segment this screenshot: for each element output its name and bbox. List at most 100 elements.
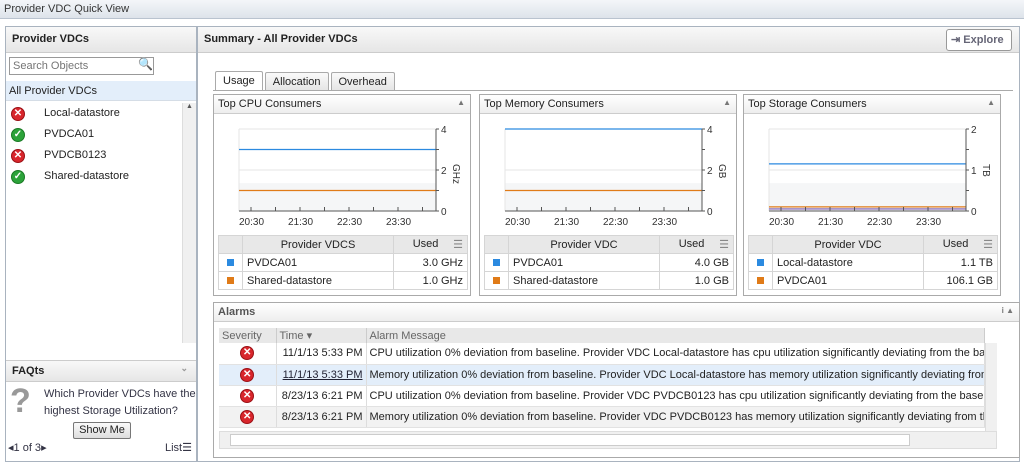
tab-allocation[interactable]: Allocation	[264, 72, 329, 91]
collapse-icon[interactable]: ▲	[987, 98, 995, 107]
col-color	[484, 235, 509, 254]
consumers-table: Provider VDC Used ☰ PVDCA01 4.0 GB Shared-da…	[484, 235, 734, 290]
consumers-table: Provider VDCS Used ☰ PVDCA01 3.0 GHz Shared-…	[218, 235, 468, 290]
x-tick-label: 22:30	[603, 217, 628, 228]
y-axis-label: GB	[716, 164, 727, 179]
x-tick-label: 23:30	[386, 217, 411, 228]
list-item[interactable]: ✕ PVDCB0123	[6, 146, 182, 167]
table-row[interactable]: Shared-datastore 1.0 GHz	[218, 271, 468, 290]
plot-band	[505, 183, 702, 211]
alarms-header: Alarms i ▲	[214, 303, 1019, 322]
tab-overhead[interactable]: Overhead	[330, 72, 395, 91]
info-collapse-icons[interactable]: i ▲	[1001, 306, 1014, 315]
vdc-name: PVDCA01	[242, 253, 394, 272]
y-tick-label: 4	[441, 125, 447, 136]
vdc-name: Shared-datastore	[508, 271, 660, 290]
alarm-row[interactable]: ✕ 8/23/13 6:21 PM CPU utilization 0% devia…	[219, 385, 985, 407]
provider-vdcs-panel: Provider VDCs 🔍 All Provider VDCs ✕ Local…	[5, 26, 197, 462]
x-tick-label: 23:30	[916, 217, 941, 228]
col-used-label: Used	[678, 238, 705, 250]
all-provider-vdcs-item[interactable]: All Provider VDCs	[6, 81, 196, 101]
x-tick-label: 20:30	[769, 217, 794, 228]
used-value: 1.0 GB	[659, 271, 734, 290]
search-input[interactable]	[9, 57, 154, 75]
legend-swatch	[493, 276, 500, 284]
y-axis-label: GHz	[450, 164, 461, 184]
x-tick-label: 23:30	[652, 217, 677, 228]
chart-title: Top Memory Consumers ▲	[480, 95, 736, 114]
vertical-scrollbar[interactable]: ▲	[182, 103, 196, 343]
alarm-time[interactable]: 11/1/13 5:33 PM	[276, 364, 367, 386]
x-tick-label: 21:30	[554, 217, 579, 228]
question-icon: ?	[10, 382, 31, 420]
window-title: Provider VDC Quick View	[0, 0, 1024, 19]
vdc-name: Shared-datastore	[242, 271, 394, 290]
x-tick-label: 20:30	[239, 217, 264, 228]
x-tick-label: 21:30	[288, 217, 313, 228]
chart-title-text: Top CPU Consumers	[218, 98, 322, 110]
column-menu-icon[interactable]: ☰	[983, 239, 993, 251]
chart-title: Top Storage Consumers ▲	[744, 95, 1000, 114]
list-item[interactable]: ✕ Local-datastore	[6, 104, 182, 125]
show-me-button[interactable]: Show Me	[73, 422, 131, 439]
list-button[interactable]: List☰	[165, 441, 192, 454]
tab-usage[interactable]: Usage	[215, 71, 263, 91]
col-used[interactable]: Used ☰	[659, 235, 734, 254]
collapse-icon[interactable]: ▲	[457, 98, 465, 107]
col-message[interactable]: Alarm Message	[366, 328, 985, 343]
item-label: PVDCB0123	[44, 149, 107, 161]
pager-text: 1 of 3	[13, 442, 42, 454]
used-value: 1.0 GHz	[393, 271, 468, 290]
search-icon[interactable]: 🔍	[138, 57, 153, 71]
chart-panel: Top CPU Consumers ▲ 20:30 21:30 22:30 23:30 0 2…	[213, 94, 471, 296]
column-menu-icon[interactable]: ☰	[453, 239, 463, 251]
x-tick-label: 22:30	[337, 217, 362, 228]
col-used[interactable]: Used ☰	[923, 235, 998, 254]
col-provider[interactable]: Provider VDCS	[242, 235, 394, 254]
table-row[interactable]: PVDCA01 3.0 GHz	[218, 253, 468, 272]
table-row[interactable]: Shared-datastore 1.0 GB	[484, 271, 734, 290]
explore-button[interactable]: ⇥ Explore	[946, 29, 1012, 51]
collapse-icon[interactable]: ▲	[723, 98, 731, 107]
ok-icon: ✓	[11, 128, 25, 142]
table-row[interactable]: PVDCA01 106.1 GB	[748, 271, 998, 290]
alarm-time: 8/23/13 6:21 PM	[276, 385, 367, 407]
col-used[interactable]: Used ☰	[393, 235, 468, 254]
legend-swatch	[493, 258, 500, 266]
col-provider[interactable]: Provider VDC	[508, 235, 660, 254]
vdc-name: Local-datastore	[772, 253, 924, 272]
ok-icon: ✓	[11, 170, 25, 184]
y-axis-label: TB	[980, 164, 991, 177]
col-severity[interactable]: Severity	[219, 328, 277, 343]
alarm-row[interactable]: ✕ 11/1/13 5:33 PM Memory utilization 0% de…	[219, 364, 985, 386]
col-provider[interactable]: Provider VDC	[772, 235, 924, 254]
faq-pager[interactable]: ◂1 of 3▸	[8, 442, 47, 454]
chart-panel: Top Storage Consumers ▲ 20:30 21:30 22:30 23:…	[743, 94, 1001, 296]
col-time[interactable]: Time ▾	[276, 328, 367, 343]
panel-header: Provider VDCs	[6, 27, 196, 53]
list-item[interactable]: ✓ Shared-datastore	[6, 167, 182, 188]
y-tick-label: 0	[971, 207, 977, 218]
horizontal-scrollbar[interactable]	[219, 431, 997, 449]
alarm-row[interactable]: ✕ 8/23/13 6:21 PM Memory utilization 0% de…	[219, 406, 985, 428]
alarm-row[interactable]: ✕ 11/1/13 5:33 PM CPU utilization 0% devia…	[219, 343, 985, 365]
y-tick-label: 4	[707, 125, 713, 136]
error-icon: ✕	[240, 409, 255, 424]
table-row[interactable]: Local-datastore 1.1 TB	[748, 253, 998, 272]
tab-bar: Usage Allocation Overhead	[215, 71, 395, 91]
item-label: PVDCA01	[44, 128, 95, 140]
alarm-message: CPU utilization 0% deviation from baseli…	[366, 343, 985, 365]
used-value: 106.1 GB	[923, 271, 998, 290]
y-tick-label: 1	[971, 166, 977, 177]
column-menu-icon[interactable]: ☰	[719, 239, 729, 251]
table-row[interactable]: PVDCA01 4.0 GB	[484, 253, 734, 272]
page-title: Summary - All Provider VDCs	[198, 27, 1019, 53]
list-label: List	[165, 442, 183, 454]
legend-swatch	[227, 258, 234, 266]
list-item[interactable]: ✓ PVDCA01	[6, 125, 182, 146]
alarms-vertical-scrollbar[interactable]	[985, 343, 997, 431]
collapse-icon[interactable]: ⌄	[180, 363, 188, 373]
summary-panel: Summary - All Provider VDCs ⇥ Explore Us…	[197, 26, 1020, 462]
faq-question: Which Provider VDCs have the highest Sto…	[44, 388, 196, 417]
error-icon: ✕	[240, 388, 255, 403]
